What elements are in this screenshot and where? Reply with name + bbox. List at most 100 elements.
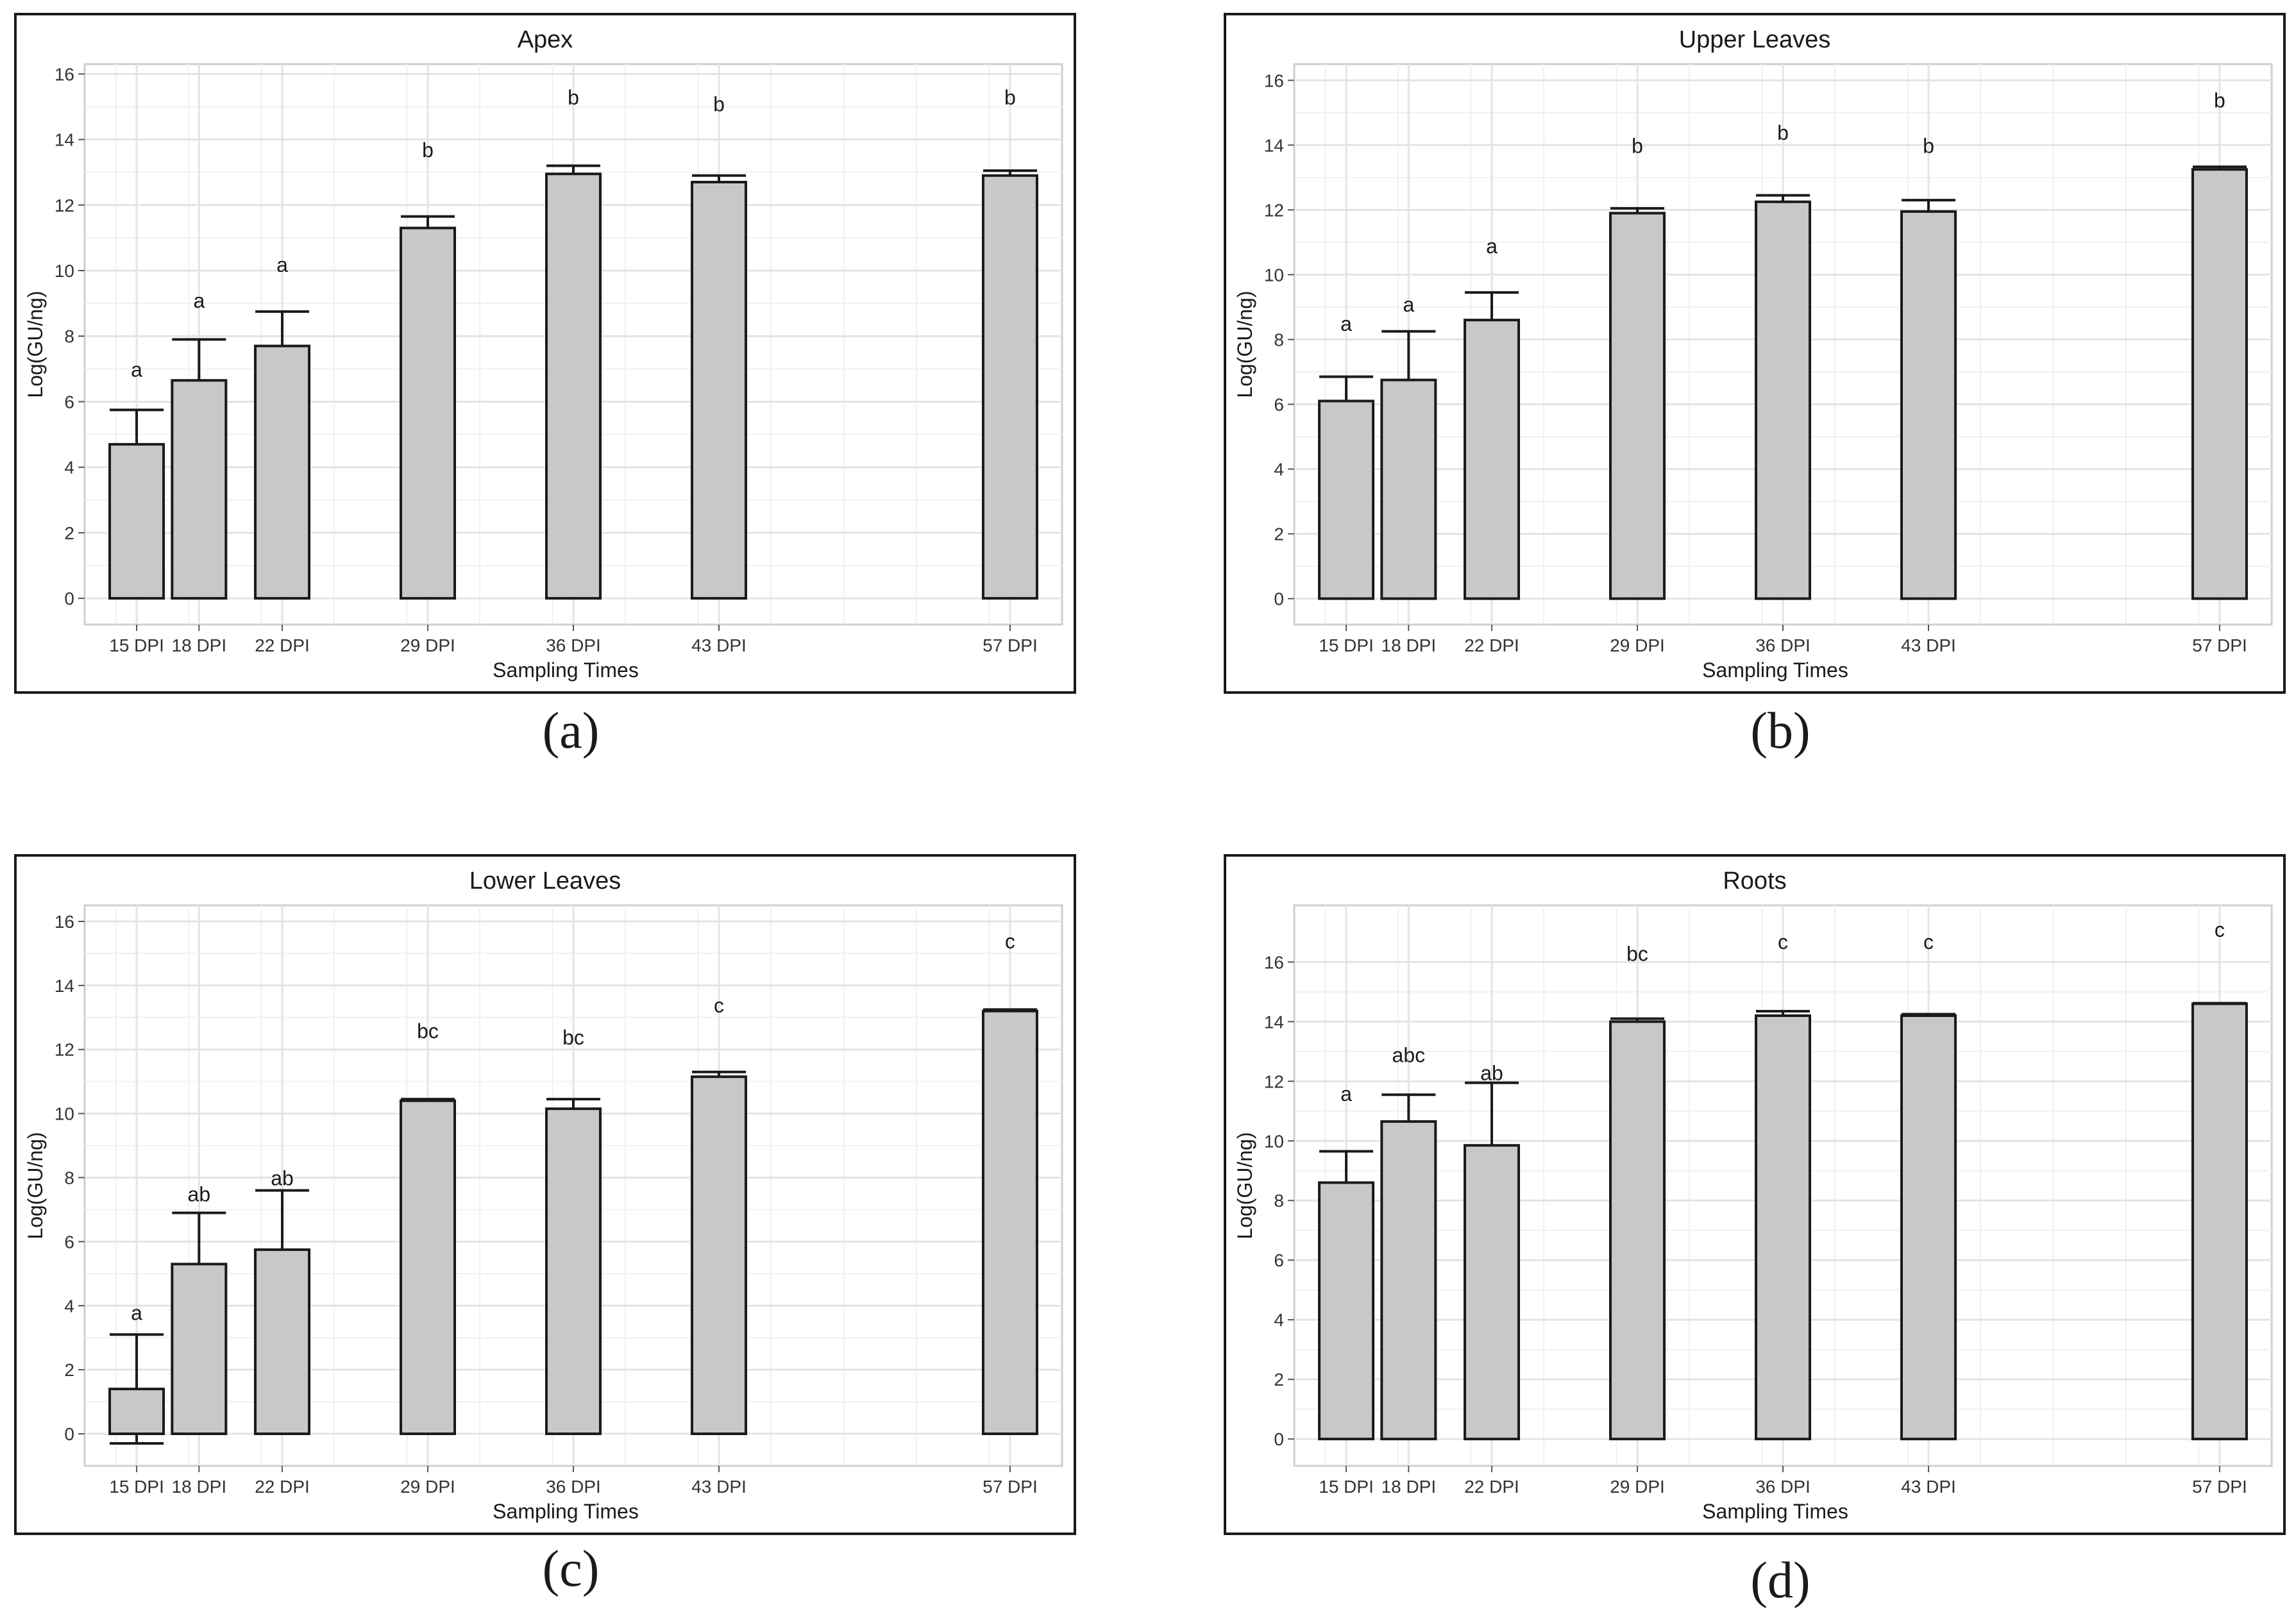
bar-22-dpi — [254, 1248, 311, 1436]
bar-18-dpi — [171, 379, 228, 600]
y-tick-label: 4 — [64, 458, 74, 478]
significance-letter: a — [276, 253, 288, 276]
bar-29-dpi — [400, 226, 457, 600]
x-tick-label: 29 DPI — [400, 635, 455, 655]
bar-18-dpi — [1380, 1120, 1437, 1441]
y-tick-label: 12 — [1264, 200, 1284, 220]
x-tick-label: 18 DPI — [172, 1477, 227, 1497]
significance-letter: b — [1923, 134, 1934, 157]
x-tick-label: 57 DPI — [983, 1477, 1038, 1497]
x-tick-label: 18 DPI — [172, 635, 227, 655]
y-tick-label: 6 — [1274, 394, 1284, 414]
significance-letter: abc — [1392, 1043, 1426, 1066]
x-tick-label: 36 DPI — [546, 635, 601, 655]
bar-36-dpi — [1755, 1014, 1811, 1441]
significance-letter: bc — [1626, 942, 1648, 965]
y-tick-label: 2 — [64, 1360, 74, 1380]
bar-18-dpi — [1380, 378, 1437, 600]
significance-letter: c — [1923, 930, 1934, 953]
bar-36-dpi — [1755, 200, 1811, 600]
x-tick-label: 43 DPI — [1901, 1477, 1956, 1497]
y-tick-label: 8 — [64, 326, 74, 346]
significance-letter: b — [1632, 134, 1643, 157]
bar-43-dpi — [690, 181, 747, 600]
x-tick-label: 15 DPI — [1319, 1477, 1374, 1497]
bar-29-dpi — [1609, 1020, 1666, 1441]
significance-letter: ab — [1480, 1061, 1503, 1084]
x-axis-title: Sampling Times — [493, 659, 639, 682]
bar-36-dpi — [545, 1107, 602, 1436]
y-tick-label: 16 — [55, 912, 74, 932]
significance-letter: b — [713, 92, 725, 115]
panel-caption-b: (b) — [1750, 703, 1811, 759]
x-tick-label: 18 DPI — [1381, 635, 1437, 655]
bar-chart-apex: Apex 0 2 4 6 8 10 12 14 16 a 15 DPI a 18 DPI a 22 DPI b 2… — [24, 26, 1063, 682]
significance-letter: b — [422, 139, 434, 162]
bar-chart-upper-leaves: Upper Leaves 0 2 4 6 8 10 12 14 16 a 15 DPI a 18 DPI a… — [1233, 26, 2273, 682]
y-tick-label: 2 — [1274, 1370, 1284, 1390]
x-tick-label: 29 DPI — [1610, 1477, 1665, 1497]
x-tick-label: 57 DPI — [2192, 1477, 2247, 1497]
y-tick-label: 10 — [1264, 1131, 1284, 1151]
x-tick-label: 22 DPI — [1464, 635, 1519, 655]
significance-letter: bc — [417, 1020, 439, 1043]
x-tick-label: 18 DPI — [1381, 1477, 1437, 1497]
bar-chart-roots: Roots 0 2 4 6 8 10 12 14 16 a 15 DPI abc 18 DPI ab 22 D… — [1233, 868, 2273, 1523]
significance-letter: ab — [188, 1182, 211, 1205]
significance-letter: c — [2215, 918, 2225, 941]
bar-57-dpi — [2191, 168, 2248, 600]
y-tick-label: 6 — [64, 1232, 74, 1252]
x-tick-label: 15 DPI — [109, 635, 164, 655]
significance-letter: a — [1340, 1082, 1352, 1105]
chart-panel-upper-leaves: Upper Leaves 0 2 4 6 8 10 12 14 16 a 15 DPI a 18 DPI a… — [1224, 13, 2286, 694]
y-tick-label: 8 — [64, 1168, 74, 1188]
bar-43-dpi — [1900, 210, 1957, 600]
bar-43-dpi — [1900, 1014, 1957, 1441]
chart-title: Upper Leaves — [1679, 26, 1831, 53]
y-tick-label: 16 — [1264, 71, 1284, 90]
bar-22-dpi — [1464, 1144, 1521, 1441]
y-tick-label: 14 — [1264, 135, 1284, 155]
significance-letter: a — [131, 1301, 142, 1324]
y-tick-label: 4 — [1274, 1310, 1284, 1330]
significance-letter: a — [193, 289, 205, 312]
significance-letter: b — [568, 86, 579, 109]
x-tick-label: 57 DPI — [983, 635, 1038, 655]
x-tick-label: 29 DPI — [1610, 635, 1665, 655]
significance-letter: b — [1777, 121, 1789, 144]
significance-letter: b — [2214, 89, 2225, 112]
y-tick-label: 14 — [1264, 1012, 1284, 1032]
significance-letter: a — [1340, 312, 1352, 335]
significance-letter: bc — [562, 1026, 584, 1049]
y-tick-label: 4 — [1274, 460, 1284, 480]
x-tick-label: 22 DPI — [255, 635, 310, 655]
y-tick-label: 0 — [64, 589, 74, 609]
bar-29-dpi — [400, 1099, 457, 1436]
x-axis-title: Sampling Times — [493, 1500, 639, 1523]
panel-caption-a: (a) — [542, 703, 600, 759]
chart-title: Roots — [1723, 868, 1786, 894]
y-axis-title: Log(GU/ng) — [1233, 1132, 1256, 1239]
x-tick-label: 22 DPI — [1464, 1477, 1519, 1497]
y-tick-label: 10 — [55, 261, 74, 281]
y-tick-label: 10 — [55, 1104, 74, 1124]
bar-22-dpi — [1464, 319, 1521, 600]
chart-title: Apex — [518, 26, 573, 53]
x-axis-title: Sampling Times — [1702, 1500, 1848, 1523]
bar-57-dpi — [981, 174, 1038, 600]
significance-letter: a — [131, 358, 142, 381]
y-axis-title: Log(GU/ng) — [24, 1132, 47, 1239]
x-tick-label: 22 DPI — [255, 1477, 310, 1497]
bar-15-dpi — [108, 442, 165, 600]
chart-panel-apex: Apex 0 2 4 6 8 10 12 14 16 a 15 DPI a 18 DPI a 22 DPI b 2… — [14, 13, 1076, 694]
y-tick-label: 16 — [1264, 952, 1284, 972]
chart-title: Lower Leaves — [469, 868, 621, 894]
y-tick-label: 16 — [55, 64, 74, 84]
y-axis-title: Log(GU/ng) — [1233, 290, 1256, 398]
bar-18-dpi — [171, 1263, 228, 1436]
significance-letter: a — [1403, 293, 1414, 316]
x-tick-label: 29 DPI — [400, 1477, 455, 1497]
x-tick-label: 36 DPI — [1755, 1477, 1811, 1497]
bar-chart-lower-leaves: Lower Leaves 0 2 4 6 8 10 12 14 16 a 15 DPI ab 18 DPI… — [24, 868, 1063, 1523]
x-tick-label: 36 DPI — [546, 1477, 601, 1497]
